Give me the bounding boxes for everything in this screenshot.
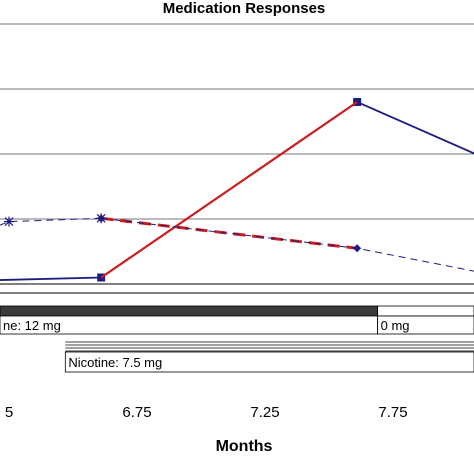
series-line xyxy=(0,217,102,226)
data-point-diamond xyxy=(97,214,106,223)
plot-area xyxy=(0,23,474,294)
x-tick-label: 7.75 xyxy=(378,404,407,421)
x-axis-label: Months xyxy=(216,438,273,455)
dose-band-bar xyxy=(0,305,379,317)
data-point-asterisk xyxy=(4,216,14,227)
series-line xyxy=(101,217,474,272)
dose-band-label: ne: 12 mg xyxy=(3,318,61,333)
chart-title: Medication Responses xyxy=(163,0,326,17)
series-line xyxy=(100,101,358,279)
dose-band-label: 0 mg xyxy=(381,318,410,333)
dose-band-label-box xyxy=(377,315,474,335)
data-point-diamond xyxy=(353,244,362,253)
x-tick-label: 7.25 xyxy=(250,404,279,421)
x-tick-label: 5 xyxy=(5,404,13,421)
series-line xyxy=(0,100,474,281)
data-point-square xyxy=(97,273,106,282)
nicotine-band-label: Nicotine: 7.5 mg xyxy=(68,355,162,370)
medication-bands: ne: 12 mg0 mg6 mg9 mg12Nicotine: 7.5 mg xyxy=(0,305,474,373)
dose-band-bar xyxy=(377,305,474,317)
x-axis-ticks: 56.757.257.758.258.759.259.75 xyxy=(5,404,408,421)
x-tick-label: 6.75 xyxy=(122,404,151,421)
